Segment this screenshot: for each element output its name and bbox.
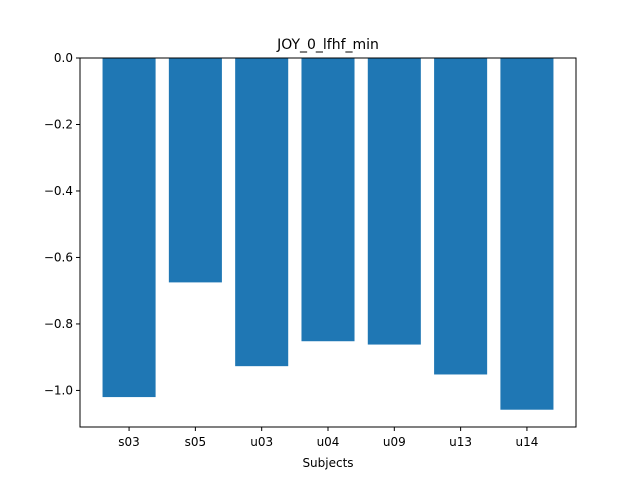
y-tick-label: −0.4 [44,184,73,198]
chart-title: JOY_0_lfhf_min [276,37,379,53]
bar-u14 [500,58,554,410]
x-axis-ticks: s03 s05 u03 u04 u09 u13 u14 [118,427,538,449]
x-axis-label: Subjects [302,456,353,470]
x-tick-label: s03 [118,435,140,449]
y-tick-label: 0.0 [54,51,73,65]
y-tick-label: −1.0 [44,383,73,397]
x-tick-label: u13 [449,435,472,449]
x-tick-label: u14 [515,435,538,449]
bar-u13 [434,58,488,375]
plot-frame [79,57,577,428]
x-tick-label: u04 [317,435,340,449]
bar-u09 [367,58,421,345]
y-tick-label: −0.6 [44,250,73,264]
bars-group [102,58,554,410]
x-tick-label: s05 [185,435,207,449]
bar-u03 [235,58,289,367]
x-tick-label: u09 [383,435,406,449]
bar-s03 [102,58,156,398]
y-tick-label: −0.8 [44,317,73,331]
bar-u04 [301,58,355,342]
bar-s05 [168,58,222,283]
y-tick-label: −0.2 [44,117,73,131]
x-tick-label: u03 [250,435,273,449]
y-axis-ticks: 0.0 −0.2 −0.4 −0.6 −0.8 −1.0 [44,51,80,397]
